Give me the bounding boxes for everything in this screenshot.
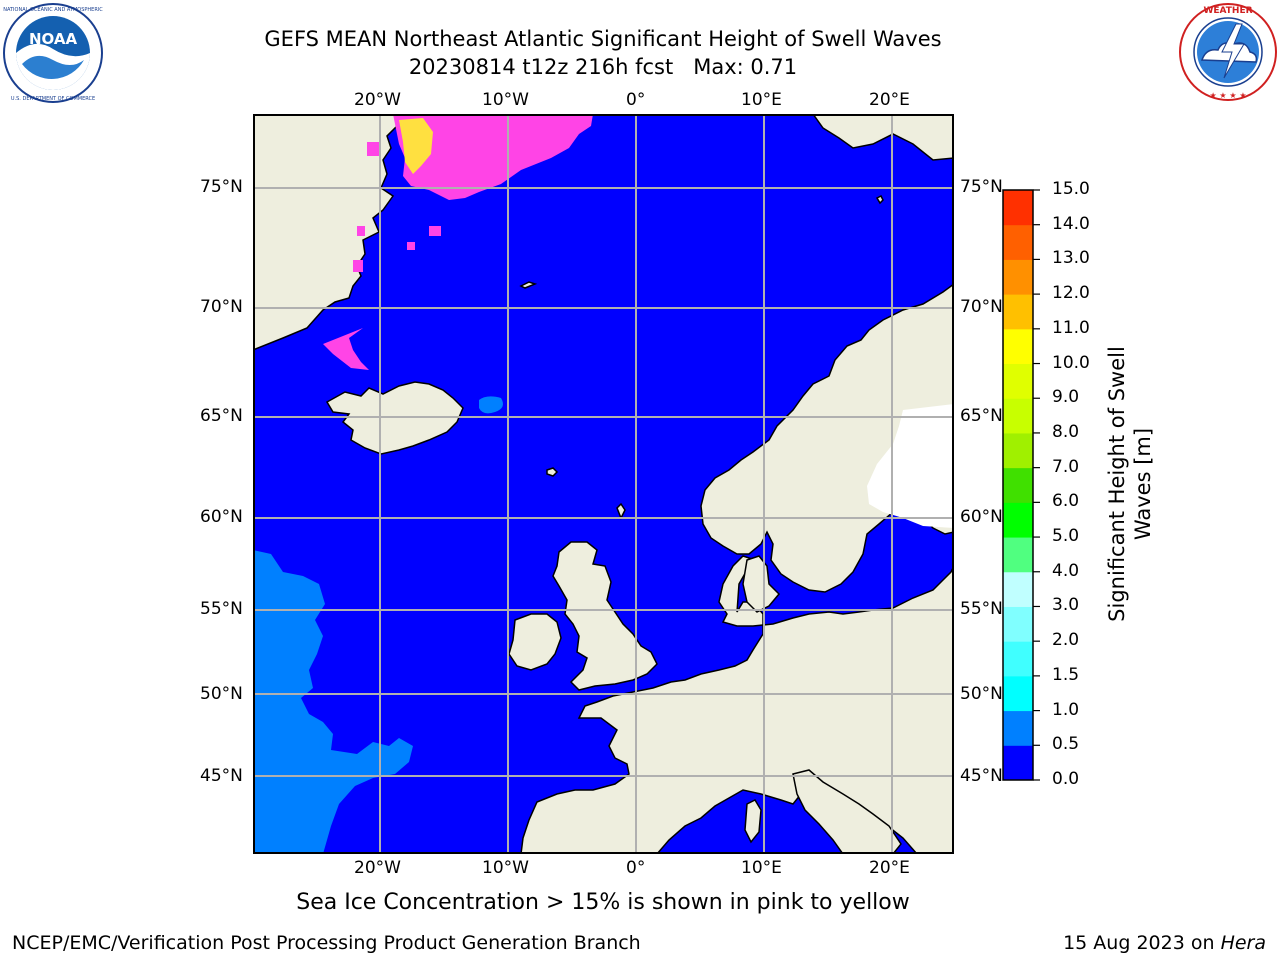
colorbar-band bbox=[1003, 398, 1033, 434]
colorbar-title-line1: Significant Height of Swell bbox=[1105, 346, 1129, 622]
colorbar-tick-label: 7.0 bbox=[1052, 456, 1080, 477]
colorbar-tick-label: 11.0 bbox=[1052, 317, 1090, 338]
colorbar-title: Significant Height of Swell Waves [m] bbox=[1104, 294, 1156, 674]
footer-credit: NCEP/EMC/Verification Post Processing Pr… bbox=[12, 932, 641, 954]
lon-label-bottom: 0° bbox=[626, 858, 646, 878]
colorbar-band bbox=[1003, 259, 1033, 295]
land-shetland bbox=[616, 502, 626, 520]
lat-label-right: 50°N bbox=[960, 684, 1003, 704]
lat-label-left: 45°N bbox=[200, 766, 243, 786]
chart-subtitle: 20230814 t12z 216h fcst Max: 0.71 bbox=[408, 55, 798, 79]
lon-label-top: 0° bbox=[626, 90, 646, 110]
colorbar-band bbox=[1003, 328, 1033, 365]
noaa-logo: NOAA NATIONAL OCEANIC AND ATMOSPHERIC U.… bbox=[3, 3, 103, 103]
land-italy bbox=[792, 769, 902, 854]
svg-text:WEATHER: WEATHER bbox=[1203, 6, 1252, 16]
land-corsica-sardinia bbox=[744, 799, 762, 844]
graticule bbox=[253, 114, 954, 854]
lon-label-top: 10°W bbox=[482, 90, 529, 110]
swell-region-0-5-1-0 bbox=[253, 550, 413, 854]
colorbar-tick-label: 13.0 bbox=[1052, 248, 1090, 269]
land-greenland bbox=[253, 114, 404, 351]
colorbar-band bbox=[1003, 606, 1033, 642]
lat-label-right: 70°N bbox=[960, 297, 1003, 317]
colorbar-tick-label: 0.5 bbox=[1052, 734, 1080, 755]
swell-region-iceland-east bbox=[479, 396, 503, 414]
footer-date: 15 Aug 2023 on Hera bbox=[1063, 932, 1266, 954]
land-scandinavia-europe bbox=[520, 283, 954, 854]
svg-text:★ ★ ★ ★: ★ ★ ★ ★ bbox=[1209, 91, 1246, 100]
land-great-britain bbox=[552, 541, 658, 691]
lat-label-left: 55°N bbox=[200, 599, 243, 619]
lat-label-left: 75°N bbox=[200, 177, 243, 197]
lon-label-top: 20°W bbox=[354, 90, 401, 110]
lon-label-top: 10°E bbox=[741, 90, 782, 110]
land-bear-island bbox=[875, 194, 884, 205]
colorbar-band bbox=[1003, 224, 1033, 260]
lat-label-left: 70°N bbox=[200, 297, 243, 317]
lat-label-right: 60°N bbox=[960, 507, 1003, 527]
svg-text:U.S. DEPARTMENT OF COMMERCE: U.S. DEPARTMENT OF COMMERCE bbox=[11, 96, 95, 102]
svg-text:NATIONAL OCEANIC AND ATMOSPHER: NATIONAL OCEANIC AND ATMOSPHERIC bbox=[3, 7, 103, 13]
colorbar-tick-label: 2.0 bbox=[1052, 630, 1080, 651]
map-frame bbox=[253, 114, 954, 854]
colorbar-band bbox=[1003, 571, 1033, 607]
no-data-region bbox=[867, 404, 954, 528]
lon-label-bottom: 20°E bbox=[869, 858, 910, 878]
colorbar bbox=[1002, 189, 1040, 781]
colorbar-band bbox=[1003, 641, 1033, 677]
colorbar-tick-label: 9.0 bbox=[1052, 387, 1080, 408]
swell-height-map bbox=[253, 114, 954, 854]
lat-label-left: 65°N bbox=[200, 406, 243, 426]
colorbar-band bbox=[1003, 190, 1033, 226]
lon-label-top: 20°E bbox=[869, 90, 910, 110]
colorbar-tick-label: 3.0 bbox=[1052, 595, 1080, 616]
colorbar-tick-label: 0.0 bbox=[1052, 769, 1080, 789]
sea-ice-region bbox=[323, 114, 593, 370]
colorbar-tick-label: 4.0 bbox=[1052, 560, 1080, 581]
land-faroe bbox=[546, 467, 559, 477]
colorbar-band bbox=[1003, 432, 1033, 469]
colorbar-tick-label: 15.0 bbox=[1052, 179, 1090, 199]
sea-ice-caption: Sea Ice Concentration > 15% is shown in … bbox=[296, 890, 910, 915]
lat-label-right: 75°N bbox=[960, 177, 1003, 197]
lat-label-left: 60°N bbox=[200, 507, 243, 527]
colorbar-band bbox=[1003, 502, 1033, 538]
colorbar-title-line2: Waves [m] bbox=[1131, 427, 1155, 541]
lat-label-right: 45°N bbox=[960, 766, 1003, 786]
lon-label-bottom: 10°W bbox=[482, 858, 529, 878]
lat-label-left: 50°N bbox=[200, 684, 243, 704]
colorbar-band bbox=[1003, 467, 1033, 503]
lat-label-right: 55°N bbox=[960, 599, 1003, 619]
svg-text:NOAA: NOAA bbox=[29, 30, 78, 48]
colorbar-band bbox=[1003, 675, 1033, 712]
sea-ice-yellow bbox=[399, 118, 433, 174]
colorbar-frame bbox=[1002, 189, 1034, 781]
colorbar-tick-label: 6.0 bbox=[1052, 491, 1080, 512]
colorbar-tick-label: 1.5 bbox=[1052, 664, 1080, 685]
colorbar-tick-label: 8.0 bbox=[1052, 421, 1080, 442]
footer-date-text: 15 Aug 2023 on bbox=[1063, 932, 1221, 954]
colorbar-band bbox=[1003, 537, 1033, 573]
colorbar-band bbox=[1003, 294, 1033, 330]
colorbar-band bbox=[1003, 710, 1033, 746]
colorbar-tick-label: 1.0 bbox=[1052, 699, 1080, 720]
colorbar-band bbox=[1003, 363, 1033, 399]
nws-logo: WEATHER ★ ★ ★ ★ bbox=[1179, 3, 1277, 101]
land-jan-mayen bbox=[519, 281, 538, 289]
land-ireland bbox=[508, 613, 562, 671]
colorbar-tick-label: 14.0 bbox=[1052, 213, 1090, 234]
lat-label-right: 65°N bbox=[960, 406, 1003, 426]
colorbar-tick-label: 5.0 bbox=[1052, 526, 1080, 547]
chart-title: GEFS MEAN Northeast Atlantic Significant… bbox=[264, 27, 942, 51]
lon-label-bottom: 10°E bbox=[741, 858, 782, 878]
colorbar-tick-label: 10.0 bbox=[1052, 352, 1090, 373]
footer-machine: Hera bbox=[1220, 932, 1266, 954]
lon-label-bottom: 20°W bbox=[354, 858, 401, 878]
colorbar-band bbox=[1003, 745, 1033, 781]
colorbar-tick-label: 12.0 bbox=[1052, 283, 1090, 304]
